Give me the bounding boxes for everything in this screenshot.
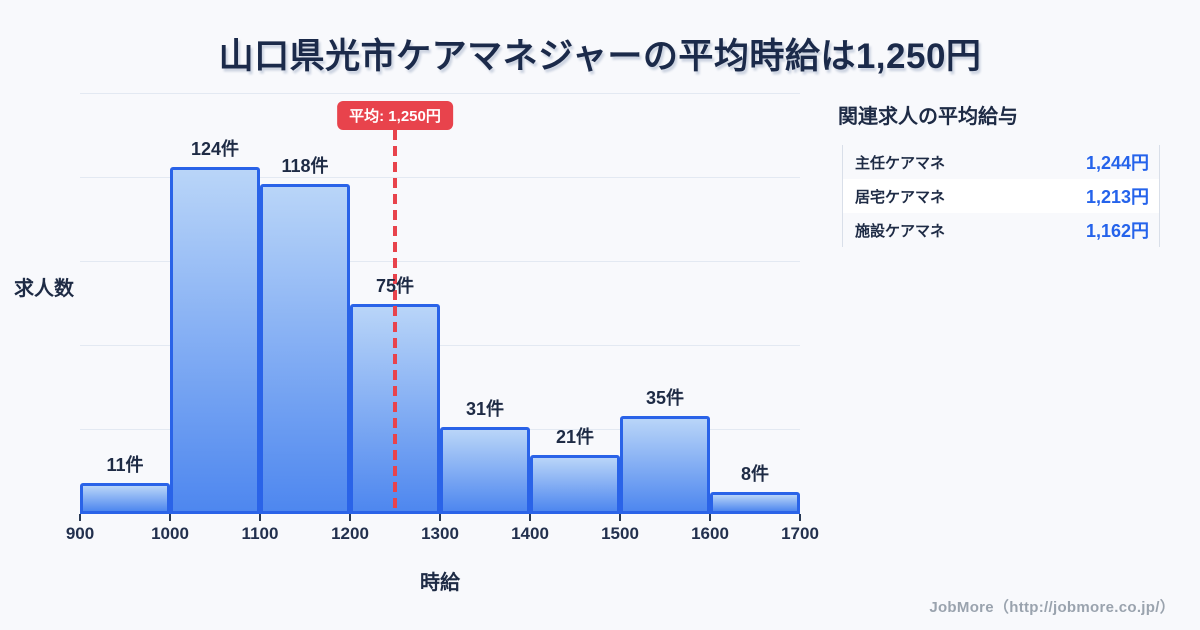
histogram-bar: [80, 483, 170, 514]
x-tick-label: 1200: [331, 524, 369, 543]
x-tick-mark: [259, 514, 261, 521]
bar-value-label: 31件: [465, 399, 505, 420]
salary-list: 主任ケアマネ 1,244円 居宅ケアマネ 1,213円 施設ケアマネ 1,162…: [842, 145, 1160, 247]
x-tick-mark: [169, 514, 171, 521]
page-title: 山口県光市ケアマネジャーの平均時給は1,250円: [218, 37, 982, 76]
salary-list-item: 居宅ケアマネ 1,213円: [843, 179, 1159, 213]
bar-value-label: 75件: [375, 276, 415, 296]
x-tick-mark: [709, 514, 711, 521]
y-axis-label: 求人数: [14, 278, 74, 300]
gridline: [80, 93, 800, 94]
average-dashed-line: [393, 130, 397, 514]
x-tick-label: 1000: [151, 524, 189, 543]
x-axis-label: 時給: [420, 572, 460, 594]
histogram-bar: [710, 491, 800, 514]
x-tick-mark: [439, 514, 441, 521]
histogram-bar: [170, 166, 260, 514]
bar-value-label: 35件: [645, 388, 685, 408]
x-tick-label: 900: [65, 524, 95, 543]
job-type-label: 施設ケアマネ: [855, 222, 946, 240]
x-tick-label: 1300: [421, 524, 459, 543]
job-wage-value: 1,213円: [1085, 187, 1149, 207]
bar-value-label: 21件: [555, 427, 595, 448]
x-tick-label: 1600: [691, 524, 729, 543]
x-tick-label: 1100: [241, 524, 279, 543]
job-wage-value: 1,244円: [1085, 153, 1149, 173]
histogram-bar: [620, 416, 710, 514]
bar-value-label: 11件: [106, 455, 144, 476]
panel-heading: 関連求人の平均給与: [838, 106, 1018, 128]
histogram-bar: [440, 427, 530, 514]
gridline: [80, 177, 800, 178]
x-tick-mark: [349, 514, 351, 521]
bar-value-label: 118件: [281, 155, 329, 176]
x-tick-mark: [529, 514, 531, 521]
histogram-bar: [530, 455, 620, 514]
x-tick-mark: [619, 514, 621, 521]
x-tick-label: 1500: [601, 524, 639, 543]
gridline: [80, 261, 800, 262]
histogram-bar: [260, 183, 350, 514]
salary-list-item: 施設ケアマネ 1,162円: [843, 213, 1159, 247]
gridline: [80, 345, 800, 346]
job-type-label: 主任ケアマネ: [855, 154, 946, 172]
x-tick-mark: [79, 514, 81, 521]
bar-value-label: 8件: [740, 463, 770, 484]
job-wage-value: 1,162円: [1085, 221, 1149, 241]
x-tick-label: 1700: [781, 524, 819, 543]
x-tick-label: 1400: [511, 524, 549, 543]
bar-value-label: 124件: [190, 138, 240, 159]
histogram-plot: 11件 124件 118件 75件 31件 21件 35件 8件 900 1000 1100 120…: [66, 93, 819, 543]
job-type-label: 居宅ケアマネ: [855, 188, 946, 206]
site-credit: JobMore（http://jobmore.co.jp/）: [929, 599, 1175, 616]
average-badge: 平均: 1,250円: [337, 101, 453, 130]
salary-list-item: 主任ケアマネ 1,244円: [843, 145, 1159, 179]
x-tick-mark: [799, 514, 801, 521]
